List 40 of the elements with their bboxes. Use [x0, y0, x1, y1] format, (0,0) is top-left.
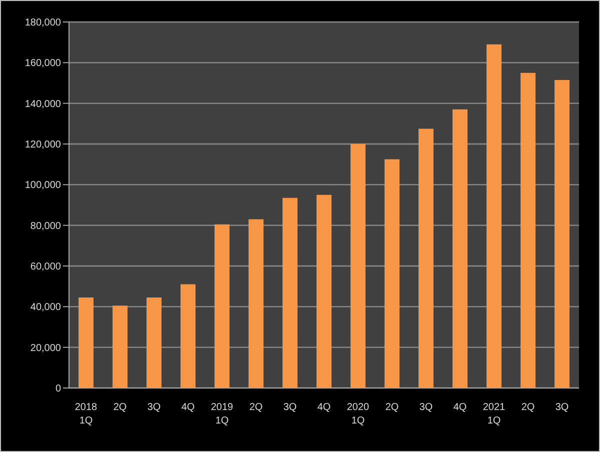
bar: [418, 128, 434, 388]
bar: [554, 80, 570, 388]
x-tick-label: 3Q: [555, 402, 569, 413]
x-tick-label: 2Q: [113, 402, 127, 413]
bar: [146, 298, 162, 388]
bar: [78, 298, 94, 388]
bar: [180, 284, 196, 388]
bar: [452, 109, 468, 388]
y-tick-label: 120,000: [24, 140, 62, 151]
bar: [350, 144, 366, 388]
x-tick-label: 4Q: [317, 402, 331, 413]
y-tick-label: 0: [55, 384, 62, 395]
x-tick-label: 3Q: [419, 402, 433, 413]
x-tick-label: 2021 1Q: [482, 402, 506, 426]
x-tick-label: 2018 1Q: [74, 402, 98, 426]
bar: [282, 198, 298, 388]
y-tick-label: 160,000: [24, 58, 62, 70]
x-tick-label: 2Q: [249, 402, 263, 413]
x-tick-label: 2019 1Q: [210, 402, 234, 426]
y-tick-label: 20,000: [30, 342, 62, 354]
y-tick-label: 140,000: [24, 98, 62, 110]
bar: [248, 219, 264, 388]
bar: [316, 194, 332, 388]
x-tick-label: 2020 1Q: [346, 402, 370, 426]
bar: [384, 159, 400, 388]
x-tick-label: 3Q: [283, 402, 297, 413]
x-tick-label: 4Q: [181, 402, 195, 413]
y-tick-label: 80,000: [30, 220, 62, 232]
y-tick-label: 60,000: [30, 262, 62, 273]
bar: [112, 306, 128, 388]
x-tick-label: 2Q: [521, 402, 535, 413]
y-tick-label: 180,000: [24, 18, 62, 29]
x-tick-label: 2Q: [385, 402, 399, 413]
bar: [486, 44, 502, 388]
y-tick-label: 100,000: [24, 180, 62, 192]
y-tick-label: 40,000: [30, 302, 62, 314]
x-tick-label: 3Q: [147, 402, 161, 413]
bar: [214, 224, 230, 388]
x-tick-label: 4Q: [453, 402, 467, 413]
bar: [520, 72, 536, 388]
